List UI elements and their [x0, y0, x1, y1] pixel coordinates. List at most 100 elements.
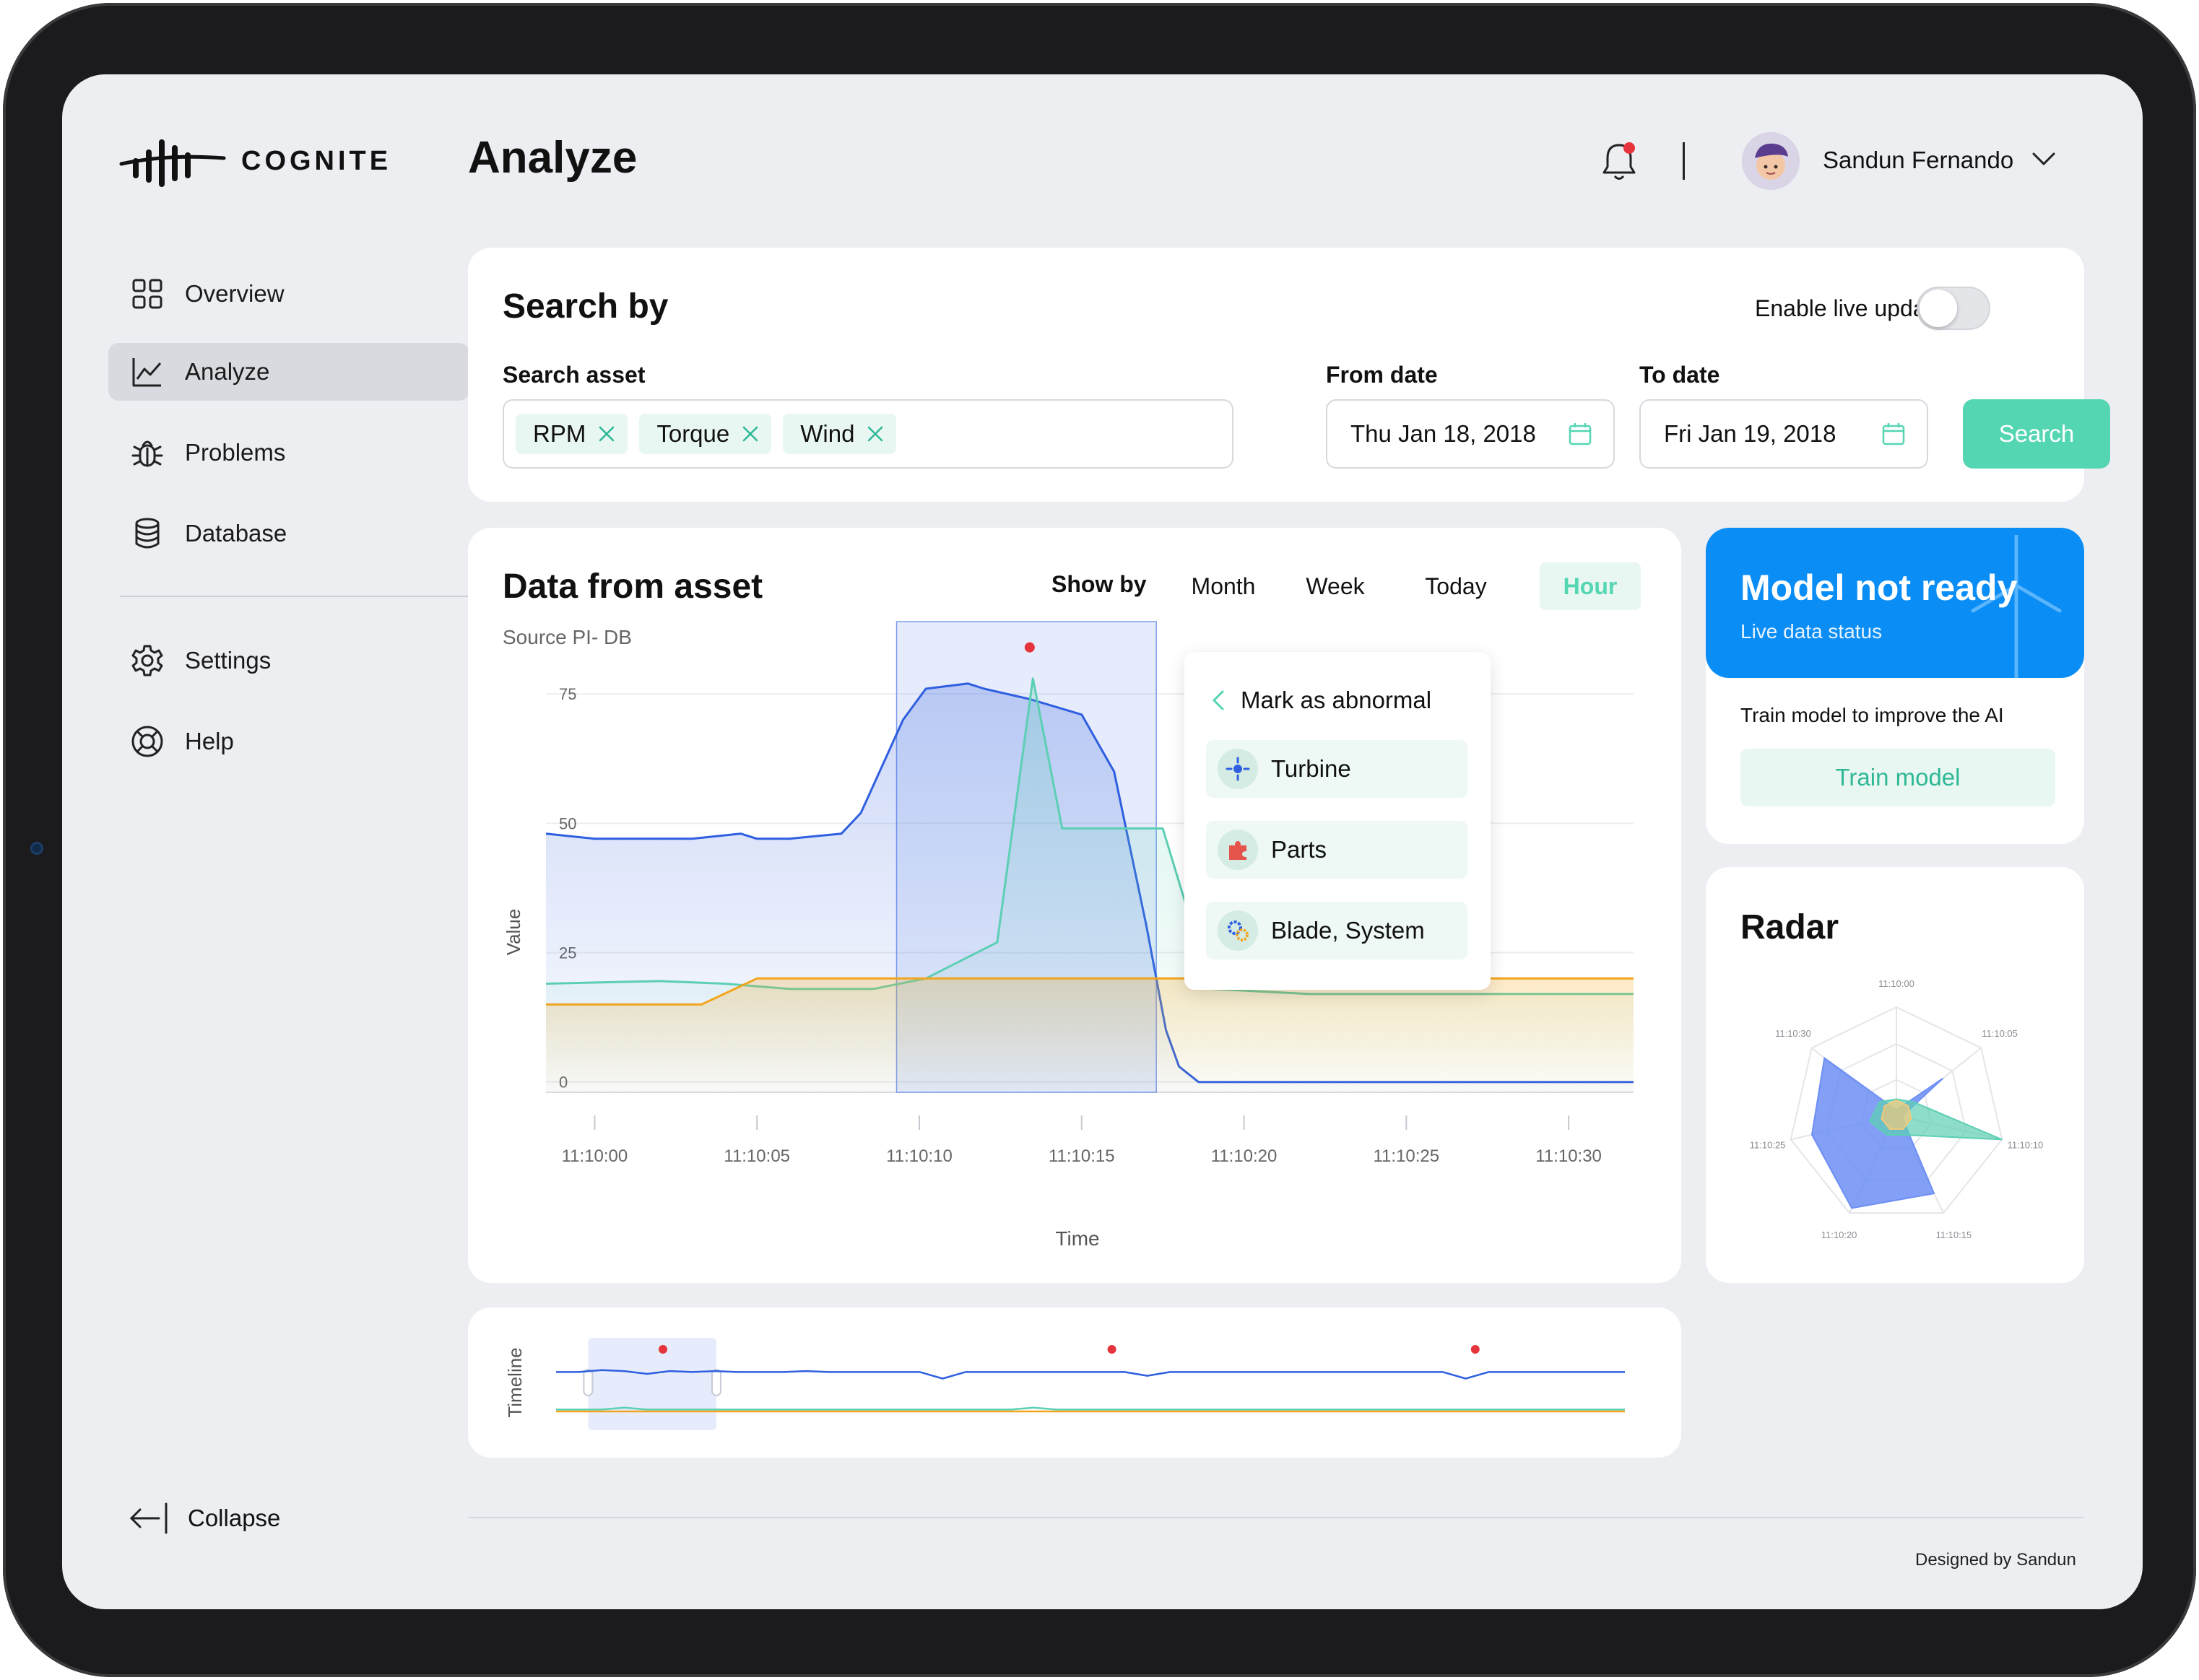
notification-dot — [1623, 142, 1635, 154]
mark-abnormal-menu: Mark as abnormal Turbine Parts — [1184, 652, 1491, 990]
timeline-brush — [588, 1338, 716, 1430]
x-axis-title: Time — [1055, 1227, 1099, 1250]
sidebar-item-label: Overview — [185, 280, 285, 307]
menu-item-label: Blade, System — [1271, 917, 1425, 944]
radar-axis-label: 11:10:30 — [1775, 1028, 1811, 1039]
train-model-button[interactable]: Train model — [1740, 749, 2055, 806]
collapse-label: Collapse — [188, 1505, 281, 1531]
chip-label: Torque — [656, 420, 730, 447]
to-date-value: Fri Jan 19, 2018 — [1664, 420, 1836, 447]
sidebar-item-problems[interactable]: Problems — [108, 424, 469, 482]
sidebar-item-analyze[interactable]: Analyze — [108, 343, 469, 401]
sidebar-item-label: Help — [185, 728, 234, 754]
y-tick-label: 75 — [559, 685, 576, 703]
radar-series-area — [1810, 1056, 1944, 1209]
tablet-frame: COGNITE Overview Analyze Problems — [3, 3, 2196, 1677]
model-status-subtitle: Live data status — [1740, 620, 1883, 643]
range-week[interactable]: Week — [1306, 573, 1365, 599]
calendar-icon[interactable] — [1881, 421, 1907, 447]
menu-item-parts[interactable]: Parts — [1206, 821, 1467, 879]
to-date-field[interactable]: Fri Jan 19, 2018 — [1639, 399, 1928, 469]
sidebar-item-help[interactable]: Help — [108, 713, 469, 770]
data-source: Source PI- DB — [503, 626, 632, 648]
close-icon[interactable] — [741, 425, 760, 443]
line-chart[interactable]: 025507511:10:0011:10:0511:10:1011:10:151… — [468, 528, 1681, 1283]
cogs-icon — [1218, 910, 1258, 951]
asset-chip-wind: Wind — [783, 414, 897, 454]
sidebar-item-overview[interactable]: Overview — [108, 265, 469, 323]
menu-item-turbine[interactable]: Turbine — [1206, 740, 1467, 798]
menu-item-label: Parts — [1271, 836, 1327, 863]
brand-logo[interactable]: COGNITE — [118, 132, 391, 190]
radar-grid-ring — [1790, 1006, 2003, 1214]
footer-credit: Designed by Sandun — [1915, 1550, 2076, 1570]
radar-axis-label: 11:10:20 — [1821, 1229, 1857, 1240]
sidebar-item-database[interactable]: Database — [108, 505, 469, 562]
app-screen: COGNITE Overview Analyze Problems — [62, 74, 2143, 1609]
user-name[interactable]: Sandun Fernando — [1823, 147, 2014, 173]
x-tick-label: 11:10:20 — [1211, 1146, 1278, 1166]
live-update-toggle[interactable] — [1917, 287, 1990, 330]
y-axis-title: Value — [503, 909, 524, 956]
search-button[interactable]: Search — [1963, 399, 2110, 469]
radar-axis-label: 11:10:05 — [1982, 1028, 2018, 1039]
sidebar-item-label: Problems — [185, 439, 286, 466]
timeline-chart[interactable]: Timeline — [468, 1307, 1681, 1458]
menu-item-label: Turbine — [1271, 755, 1351, 782]
chip-label: RPM — [533, 420, 586, 447]
radar-card: Radar 11:10:00 11:10:05 11:10:10 11:10:15 11… — [1706, 867, 2084, 1283]
data-card: 025507511:10:0011:10:0511:10:1011:10:151… — [468, 528, 1681, 1283]
x-tick-label: 11:10:05 — [724, 1146, 790, 1166]
close-icon[interactable] — [597, 425, 616, 443]
model-status-header: Model not ready Live data status — [1706, 528, 2084, 678]
mark-abnormal-back[interactable]: Mark as abnormal — [1210, 687, 1431, 714]
radar-axis-label: 11:10:25 — [1750, 1140, 1786, 1151]
radar-axis-label: 11:10:00 — [1878, 978, 1914, 989]
asset-chip-rpm: RPM — [516, 414, 628, 454]
live-update-label: Enable live update — [1755, 295, 1946, 321]
footer-divider — [468, 1517, 2084, 1518]
turbine-icon — [1218, 749, 1258, 789]
range-today[interactable]: Today — [1425, 573, 1487, 599]
bug-icon — [131, 440, 163, 467]
brand-name: COGNITE — [241, 145, 392, 176]
y-tick-label: 50 — [559, 814, 576, 832]
data-card-title: Data from asset — [503, 567, 763, 606]
timeline-series-line — [556, 1406, 1625, 1411]
timeline-anomaly-point — [659, 1345, 667, 1354]
avatar[interactable] — [1742, 132, 1800, 190]
menu-item-blade-system[interactable]: Blade, System — [1206, 902, 1467, 959]
collapse-button[interactable]: Collapse — [129, 1501, 280, 1536]
calendar-icon[interactable] — [1567, 421, 1593, 447]
timeline-card: Timeline — [468, 1307, 1681, 1458]
x-tick-label: 11:10:00 — [562, 1146, 628, 1166]
lifebuoy-icon — [131, 726, 163, 757]
close-icon[interactable] — [866, 425, 885, 443]
timeline-label: Timeline — [504, 1347, 526, 1417]
grid-icon — [132, 279, 162, 309]
radar-title: Radar — [1740, 908, 1839, 946]
sidebar-divider — [120, 596, 469, 597]
show-by-label: Show by — [1051, 571, 1147, 597]
timeline-anomaly-point — [1470, 1345, 1480, 1354]
model-hint: Train model to improve the AI — [1740, 704, 2004, 726]
search-asset-label: Search asset — [503, 362, 646, 388]
gear-icon — [131, 645, 163, 676]
sidebar-item-label: Settings — [185, 647, 272, 674]
range-hour[interactable]: Hour — [1540, 562, 1641, 610]
x-tick-label: 11:10:10 — [886, 1146, 953, 1166]
sidebar-item-label: Analyze — [185, 358, 270, 385]
range-month[interactable]: Month — [1191, 573, 1256, 599]
sidebar-item-settings[interactable]: Settings — [108, 632, 469, 689]
asset-search-input[interactable]: RPM Torque Wind — [503, 399, 1233, 469]
radar-chart: 11:10:00 11:10:05 11:10:10 11:10:15 11:10:20… — [1750, 978, 2043, 1240]
series-area — [546, 678, 1634, 1092]
chevron-left-icon — [1212, 690, 1224, 710]
wind-turbine-icon — [1971, 535, 2062, 678]
chevron-down-icon[interactable] — [2031, 149, 2057, 168]
puzzle-icon — [1218, 830, 1258, 870]
from-date-field[interactable]: Thu Jan 18, 2018 — [1326, 399, 1615, 469]
arrow-left-icon — [129, 1502, 168, 1534]
camera-lens — [30, 842, 43, 855]
x-tick-label: 11:10:30 — [1535, 1146, 1602, 1166]
